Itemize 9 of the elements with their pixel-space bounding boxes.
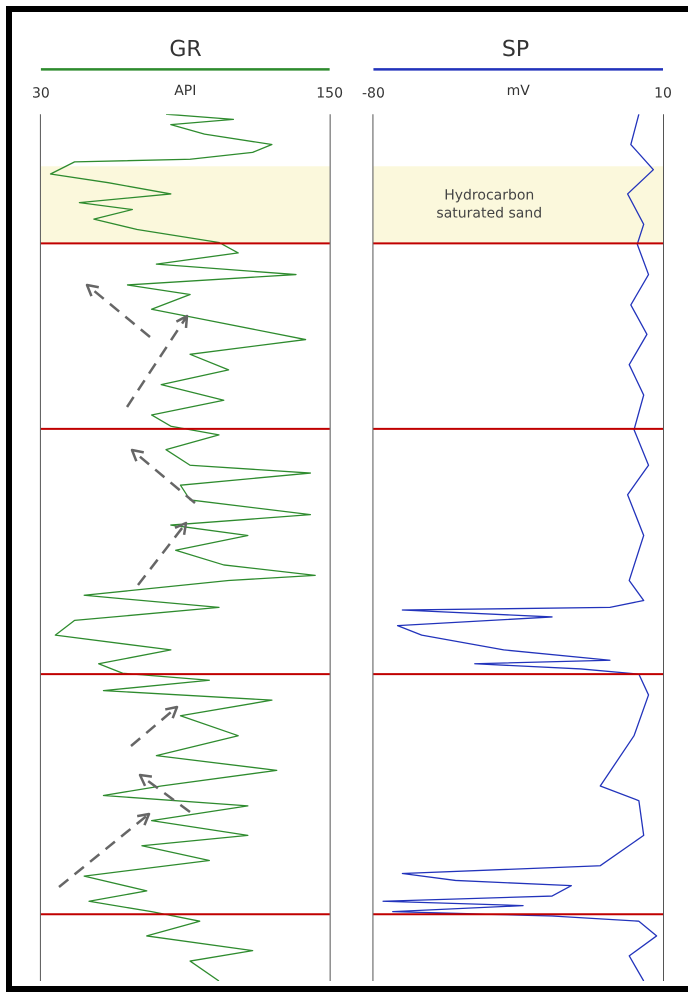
- x-tick-label: 30: [32, 85, 50, 102]
- chart-title: GR: [169, 36, 202, 62]
- x-axis-title: mV: [506, 83, 530, 100]
- x-tick-label: -80: [362, 85, 385, 102]
- x-tick-label: 10: [654, 85, 672, 102]
- x-tick-label: 150: [316, 85, 344, 102]
- chart-title: SP: [502, 36, 530, 62]
- band-label: Hydrocarbon saturated sand: [436, 187, 542, 222]
- x-axis-title: API: [174, 83, 196, 100]
